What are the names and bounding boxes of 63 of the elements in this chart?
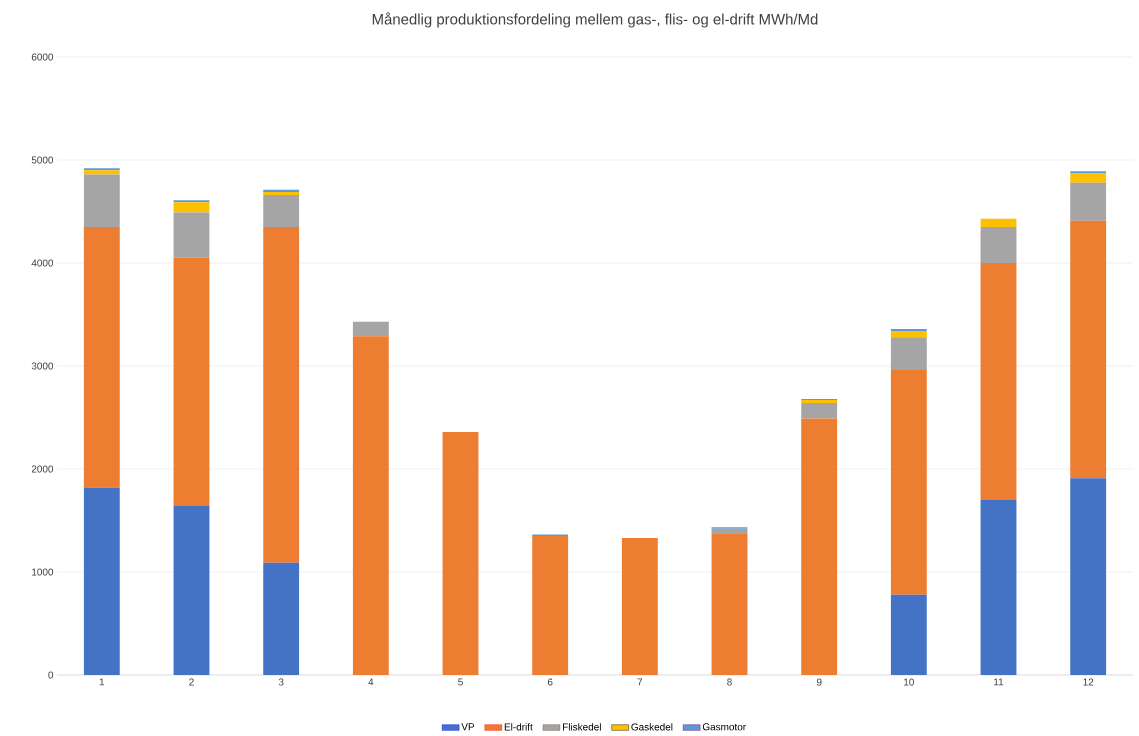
x-tick-label: 1 (99, 678, 105, 686)
x-tick-label: 6 (547, 678, 553, 686)
legend-label: VP (461, 723, 475, 731)
bar (173, 200, 210, 203)
bar (621, 538, 658, 676)
legend-label: Gasmotor (702, 723, 746, 731)
y-tick-label: 4000 (31, 259, 54, 267)
x-tick-label: 9 (816, 678, 822, 686)
y-tick-label: 1000 (32, 568, 54, 576)
bar (532, 536, 569, 676)
bar (83, 227, 120, 488)
bar (173, 257, 210, 507)
bar (890, 370, 927, 595)
bar (263, 191, 300, 196)
bar (263, 195, 300, 228)
x-tick-label: 11 (994, 678, 1004, 686)
y-tick-label: 2000 (31, 465, 54, 473)
legend-label: Gaskedel (631, 723, 673, 731)
bar (980, 227, 1017, 264)
y-tick-label: 5000 (31, 156, 54, 164)
bar (1070, 220, 1107, 479)
bar (711, 533, 748, 676)
x-tick-label: 8 (727, 678, 732, 686)
legend-label: El-drift (504, 723, 533, 731)
y-tick-label: 0 (48, 671, 54, 679)
bar (980, 499, 1017, 676)
bar (263, 189, 300, 192)
y-tick-label: 3000 (31, 362, 54, 370)
bar (1070, 173, 1107, 183)
x-tick-label: 3 (278, 678, 284, 686)
bar (352, 336, 389, 676)
bar (83, 487, 120, 676)
bar (173, 506, 210, 676)
x-tick-label: 10 (904, 678, 914, 686)
bar (980, 263, 1017, 500)
legend-label: Fliskedel (562, 723, 601, 731)
bar (173, 212, 210, 258)
bar (83, 174, 120, 228)
bar (173, 202, 210, 213)
bar (83, 168, 120, 171)
x-tick-label: 7 (637, 678, 643, 686)
bar (890, 337, 927, 371)
bar (442, 431, 479, 676)
bar (890, 328, 927, 332)
bar (711, 528, 748, 534)
bar (263, 227, 300, 563)
chart-title: Månedlig produktionsfordeling mellem gas-, flis- og el-drift MWh/Md (372, 12, 818, 28)
bar (1070, 478, 1107, 676)
x-tick-label: 5 (458, 678, 463, 686)
bar (352, 321, 389, 337)
x-tick-label: 2 (189, 678, 194, 686)
bar (890, 331, 927, 338)
bar (801, 403, 838, 419)
bar (83, 170, 120, 175)
bar (263, 562, 300, 676)
x-tick-label: 12 (1083, 678, 1094, 686)
bar (1070, 171, 1107, 174)
bar (890, 594, 927, 676)
y-tick-label: 6000 (31, 53, 54, 61)
bar (980, 218, 1017, 228)
x-tick-label: 4 (368, 678, 374, 686)
bar (1070, 182, 1107, 221)
bar (801, 418, 838, 676)
